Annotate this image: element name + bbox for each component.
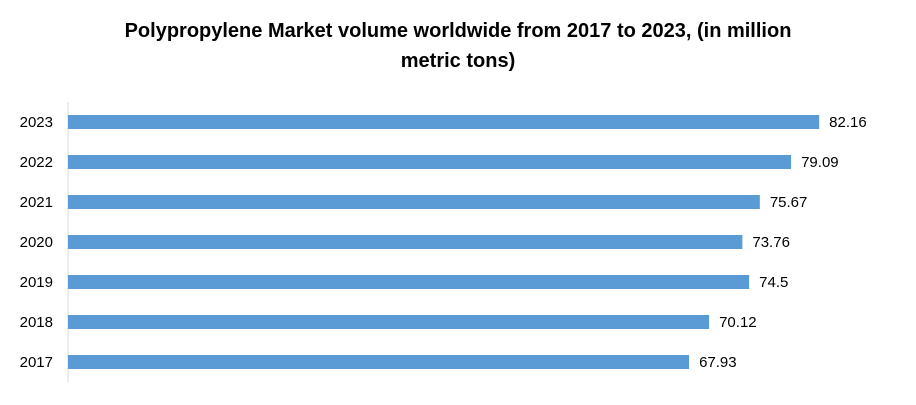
data-label: 73.76 [752,234,790,251]
chart-title: Polypropylene Market volume worldwide fr… [124,20,792,72]
bar [68,115,820,129]
y-tick-label: 2020 [20,234,53,251]
data-label: 82.16 [829,114,867,131]
bar [68,355,690,369]
y-tick-label: 2019 [20,274,53,291]
bar [68,155,792,169]
y-tick-label: 2023 [20,114,53,131]
bar [68,275,750,289]
y-tick-label: 2017 [20,354,53,371]
y-tick-label: 2018 [20,314,53,331]
y-tick-label: 2022 [20,154,53,171]
data-label: 70.12 [719,314,757,331]
bar [68,195,760,209]
data-label: 75.67 [770,194,808,211]
data-label: 74.5 [759,274,788,291]
bar [68,315,710,329]
bar [68,235,743,249]
data-label: 67.93 [699,354,737,371]
data-label: 79.09 [801,154,839,171]
y-tick-label: 2021 [20,194,53,211]
